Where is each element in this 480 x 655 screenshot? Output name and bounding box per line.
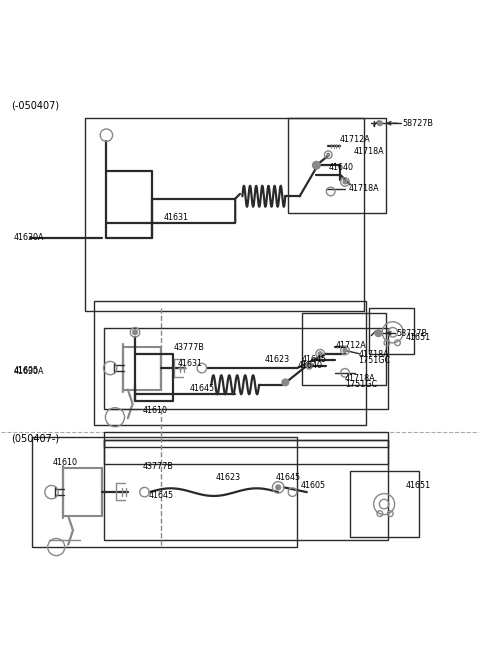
Bar (85, 117, 364, 310)
Circle shape (276, 485, 281, 490)
Bar (95, 301, 366, 425)
Text: 41651: 41651 (406, 481, 431, 491)
Text: 41640: 41640 (297, 361, 322, 370)
Bar (104, 328, 388, 409)
Circle shape (375, 330, 382, 337)
Text: 41712A: 41712A (336, 341, 366, 350)
Circle shape (343, 180, 347, 184)
Text: 43777B: 43777B (142, 462, 173, 472)
Circle shape (132, 330, 137, 335)
Circle shape (377, 121, 382, 126)
Circle shape (327, 153, 330, 156)
Text: 41718A: 41718A (359, 350, 389, 359)
Text: 41605: 41605 (13, 366, 38, 375)
Circle shape (306, 362, 312, 369)
Circle shape (343, 348, 347, 352)
Circle shape (312, 161, 320, 169)
Bar (302, 313, 385, 384)
Text: 41630A: 41630A (13, 233, 44, 242)
Circle shape (282, 379, 288, 386)
Text: 1751GC: 1751GC (359, 356, 390, 365)
Text: 41631: 41631 (178, 359, 203, 368)
Bar (104, 440, 388, 447)
Bar (33, 438, 297, 547)
Text: 58727B: 58727B (402, 119, 433, 128)
Text: 41623: 41623 (265, 356, 290, 364)
Bar (104, 432, 388, 464)
Text: 41645: 41645 (148, 491, 173, 500)
Bar (288, 117, 385, 213)
Text: 41630A: 41630A (13, 367, 44, 376)
Bar (123, 346, 161, 390)
Bar (350, 471, 419, 538)
Text: 41631: 41631 (164, 214, 189, 222)
Text: (050407-): (050407-) (11, 434, 59, 443)
Text: 41610: 41610 (53, 458, 78, 466)
Text: (-050407): (-050407) (11, 101, 59, 111)
Text: 1751GC: 1751GC (345, 380, 377, 389)
Text: 41645: 41645 (276, 474, 301, 482)
Bar (63, 468, 102, 516)
Bar (104, 440, 388, 540)
Text: 41623: 41623 (215, 474, 240, 482)
Text: 41645: 41645 (190, 384, 215, 393)
Text: 41605: 41605 (301, 481, 326, 491)
Text: 43777B: 43777B (173, 343, 204, 352)
Text: 41718A: 41718A (354, 147, 384, 157)
Text: 58727B: 58727B (396, 329, 428, 338)
Text: 41651: 41651 (406, 333, 431, 341)
Text: 41610: 41610 (142, 405, 167, 415)
Text: 41640: 41640 (328, 163, 353, 172)
Circle shape (318, 352, 322, 356)
Bar (369, 309, 414, 354)
Text: 41718A: 41718A (349, 183, 379, 193)
Text: 41712A: 41712A (339, 136, 370, 145)
Text: 41645: 41645 (302, 356, 327, 364)
Text: 41718A: 41718A (345, 374, 376, 383)
